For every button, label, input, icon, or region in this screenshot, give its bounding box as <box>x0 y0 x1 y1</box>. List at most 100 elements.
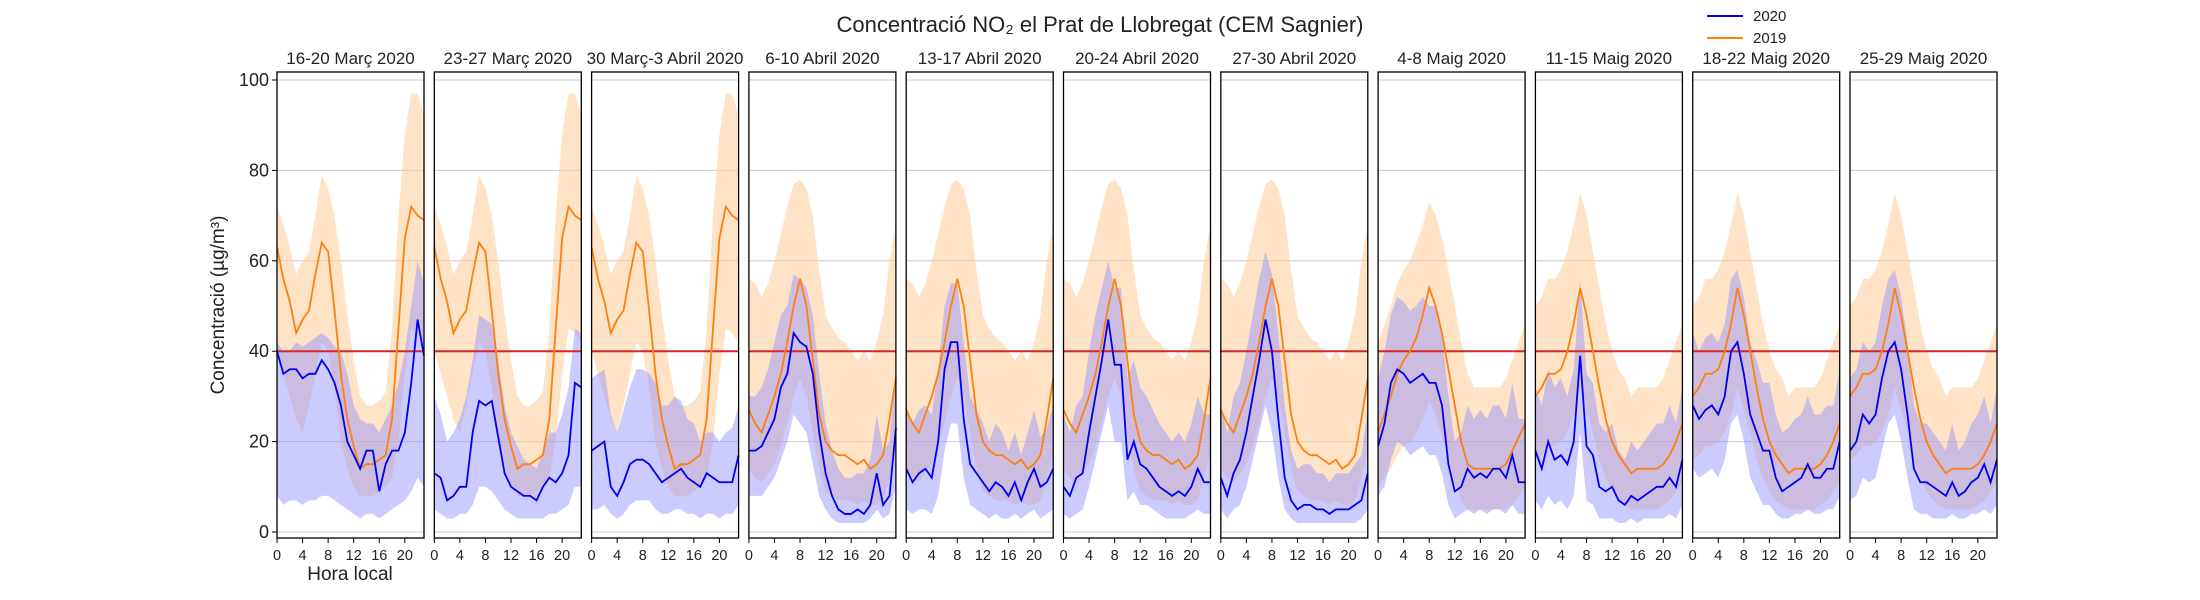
panel-frame <box>1849 71 1998 539</box>
panel-frame <box>276 71 425 539</box>
y-tick-label: 80 <box>249 160 269 180</box>
x-tick-label: 4 <box>1400 548 1408 564</box>
x-tick-label: 16 <box>686 548 702 564</box>
series-2019-line <box>1691 287 1841 475</box>
chart-title: Concentració NO₂ el Prat de Llobregat (C… <box>836 12 1363 37</box>
band-2019 <box>591 93 739 496</box>
x-tick-label: 16 <box>371 548 387 564</box>
x-tick-label: 8 <box>639 548 647 564</box>
band-2019 <box>1378 202 1526 510</box>
series-2020-line <box>748 330 897 516</box>
series-2020-line <box>433 381 582 502</box>
x-tick-label: 12 <box>1132 548 1148 564</box>
x-tick-label: 20 <box>1026 548 1042 564</box>
band-2019 <box>434 93 582 496</box>
x-tick-label: 0 <box>1689 548 1697 564</box>
x-tick-label: 4 <box>456 548 464 564</box>
series-2019-line <box>590 204 740 471</box>
x-tick-label: 16 <box>528 548 544 564</box>
x-tick-label: 8 <box>1897 548 1905 564</box>
x-tick-label: 0 <box>902 548 910 564</box>
y-tick-label: 100 <box>239 70 269 90</box>
panel-frame <box>1220 71 1369 539</box>
x-tick-label: 12 <box>818 548 834 564</box>
x-tick-label: 16 <box>1630 548 1646 564</box>
band-2019 <box>906 179 1054 505</box>
x-tick-label: 12 <box>1289 548 1305 564</box>
series-2019-line <box>1062 278 1212 470</box>
panel-title: 27-30 Abril 2020 <box>1232 49 1356 68</box>
panel-title: 16-20 Març 2020 <box>286 49 415 68</box>
panel-frame <box>748 71 897 539</box>
legend-label-2020: 2020 <box>1753 8 1786 25</box>
band-2020 <box>906 283 1054 519</box>
x-tick-label: 20 <box>1970 548 1986 564</box>
panel-2: 23-27 Març 2020 0 4 8 12 16 20 <box>430 49 582 564</box>
panel-title: 6-10 Abril 2020 <box>765 49 879 68</box>
panel-8: 4-8 Maig 2020 0 4 8 12 16 20 <box>1374 49 1526 564</box>
y-tick-label: 20 <box>249 432 269 452</box>
x-tick-label: 4 <box>1714 548 1722 564</box>
x-tick-label: 12 <box>975 548 991 564</box>
panel-title: 11-15 Maig 2020 <box>1546 49 1672 68</box>
x-tick-label: 16 <box>843 548 859 564</box>
band-2020 <box>748 274 896 523</box>
x-tick-label: 4 <box>928 548 936 564</box>
band-2020 <box>277 260 424 519</box>
series-2019-line <box>433 204 582 471</box>
x-tick-label: 12 <box>1447 548 1463 564</box>
series-2020-line <box>1691 339 1841 493</box>
series-2020-line <box>1219 319 1369 516</box>
panel-1: 16-20 Març 2020 0 4 8 12 16 20 0 20 40 60 80 100 <box>239 49 425 564</box>
x-tick-label: 0 <box>1846 548 1854 564</box>
x-tick-label: 8 <box>324 548 332 564</box>
chart-legend: 2020 2019 <box>1707 8 1786 47</box>
y-tick-label: 60 <box>249 251 269 271</box>
x-tick-label: 0 <box>273 548 281 564</box>
band-2020 <box>1063 260 1211 519</box>
panel-title: 23-27 Març 2020 <box>444 49 573 68</box>
series-2019-line <box>1219 278 1369 470</box>
x-tick-label: 0 <box>588 548 596 564</box>
panel-5: 13-17 Abril 2020 0 4 8 12 16 20 <box>902 49 1055 564</box>
series-2019-line <box>1534 287 1684 475</box>
x-tick-label: 8 <box>796 548 804 564</box>
panel-9: 11-15 Maig 2020 0 4 8 12 16 20 <box>1531 49 1684 564</box>
y-tick-label: 0 <box>259 522 269 542</box>
series-2020-line <box>1849 340 1998 498</box>
panel-11: 25-29 Maig 2020 0 4 8 12 16 20 <box>1846 49 1998 564</box>
panel-frame <box>1377 71 1526 539</box>
x-tick-label: 0 <box>745 548 753 564</box>
x-tick-label: 16 <box>1944 548 1960 564</box>
x-tick-label: 4 <box>1085 548 1093 564</box>
x-tick-label: 0 <box>1531 548 1539 564</box>
x-tick-label: 0 <box>1059 548 1067 564</box>
panel-title: 20-24 Abril 2020 <box>1075 49 1199 68</box>
panel-frame <box>590 71 740 539</box>
band-2019 <box>1063 179 1211 505</box>
series-2020-line <box>1377 367 1526 493</box>
legend-label-2019: 2019 <box>1753 30 1786 47</box>
x-tick-label: 4 <box>1557 548 1565 564</box>
y-axis-label: Concentració (µg/m³) <box>208 216 229 395</box>
x-tick-label: 8 <box>1425 548 1433 564</box>
band-2019 <box>748 179 896 505</box>
series-2019-line <box>748 278 897 470</box>
x-tick-label: 0 <box>1217 548 1225 564</box>
band-2020 <box>434 315 582 519</box>
series-2020-line <box>1534 355 1684 507</box>
panel-3: 30 Març-3 Abril 2020 0 4 8 12 16 20 <box>587 49 744 564</box>
x-tick-label: 8 <box>953 548 961 564</box>
x-tick-label: 4 <box>299 548 307 564</box>
x-tick-label: 20 <box>711 548 727 564</box>
panel-frame <box>433 71 582 539</box>
series-2019-line <box>905 278 1055 470</box>
x-tick-label: 8 <box>481 548 489 564</box>
x-tick-label: 12 <box>1919 548 1935 564</box>
x-tick-label: 8 <box>1582 548 1590 564</box>
x-tick-label: 4 <box>1872 548 1880 564</box>
band-2019 <box>1220 179 1368 505</box>
